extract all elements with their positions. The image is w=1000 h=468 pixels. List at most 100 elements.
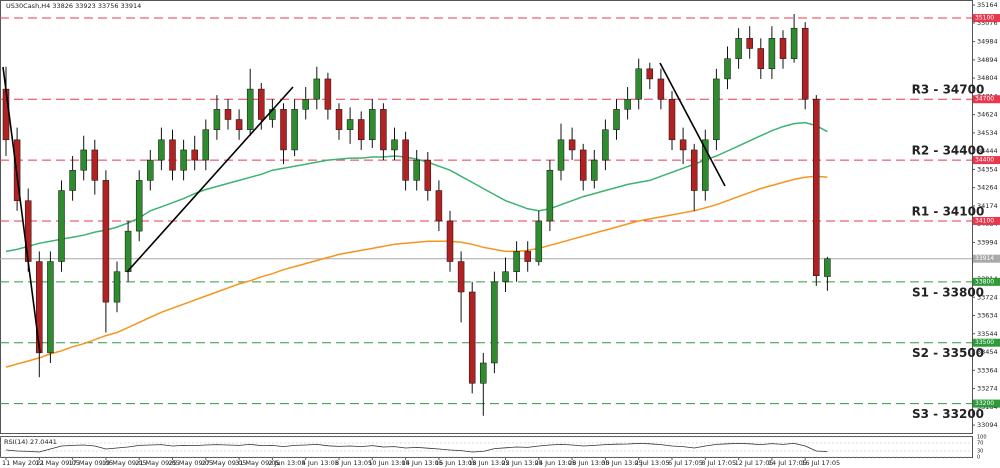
candle-body (80, 149, 87, 171)
x-tick-label: 6 Jul 17:05 (668, 459, 703, 467)
level-label: S1 - 33800 (912, 285, 984, 299)
candle-body (746, 38, 753, 49)
x-tick-label: 31 May 09:05 (235, 459, 280, 467)
candle-body (757, 48, 765, 70)
candle-body (258, 88, 265, 120)
candle-body (668, 98, 676, 141)
x-tick-label: 17 May 09:05 (69, 459, 114, 467)
candle-body (346, 119, 354, 130)
candle-body (635, 68, 642, 100)
candle-body (724, 58, 731, 80)
candle-body (424, 159, 432, 191)
price-box (973, 399, 1000, 408)
price-box-label: 33800 (975, 278, 994, 285)
candle-body (147, 159, 154, 181)
candle-body (579, 149, 587, 181)
candle-body (535, 220, 543, 262)
y-tick-label: 34894 (977, 56, 998, 64)
candle-body (135, 180, 143, 232)
y-tick-label: 33094 (977, 421, 998, 429)
trend-line (2, 66, 41, 354)
x-tick-label: 30 Jun 13:05 (601, 459, 642, 467)
level-label: R2 - 34400 (912, 144, 985, 158)
candle-body (91, 149, 99, 181)
candle-body (801, 27, 809, 100)
price-box-label: 33914 (975, 255, 994, 262)
y-tick-label: 33454 (977, 348, 998, 356)
candle-body (102, 180, 110, 303)
candle-body (790, 27, 798, 59)
x-tick-label: 18 Jun 13:05 (468, 459, 509, 467)
candle-body (313, 78, 321, 100)
rsi-line (5, 442, 828, 453)
candle-body (624, 98, 631, 110)
candle-body (435, 190, 443, 222)
x-tick-label: 24 Jun 13:05 (535, 459, 576, 467)
moving-average (5, 175, 828, 368)
level-label: R1 - 34100 (912, 204, 985, 218)
y-tick-label: 34174 (977, 202, 998, 210)
price-box-label: 34400 (975, 157, 994, 164)
x-tick-label: 28 Jun 13:05 (568, 459, 609, 467)
candle-body (2, 88, 10, 141)
x-tick-label: 22 Jun 13:05 (502, 459, 543, 467)
y-tick-label: 35076 (977, 19, 998, 27)
y-tick-label: 34984 (977, 38, 998, 46)
y-tick-label: 34804 (977, 74, 998, 82)
candle-body (202, 129, 210, 161)
x-tick-label: 19 May 09:05 (102, 459, 147, 467)
candle-body (690, 149, 698, 191)
candle-body (246, 88, 254, 130)
level-label: S2 - 33500 (912, 346, 984, 360)
candle-body (779, 38, 787, 59)
y-tick-label: 33274 (977, 385, 998, 393)
candle-body (557, 139, 565, 171)
level-label: S3 - 33200 (912, 407, 984, 421)
candle-body (302, 98, 309, 110)
trend-line (659, 62, 726, 187)
candle-body (657, 78, 665, 100)
price-box (973, 338, 1000, 347)
candle-body (36, 261, 43, 354)
candle-body (324, 78, 332, 110)
x-tick-label: 12 Jul 17:05 (735, 459, 774, 467)
candle-body (824, 258, 831, 277)
candle-body (224, 109, 232, 120)
candle-body (591, 159, 598, 181)
candle-body (380, 109, 387, 151)
candle-body (524, 251, 531, 262)
x-tick-label: 11 May 2021 (2, 459, 44, 467)
candle-body (47, 261, 54, 354)
candle-body (813, 98, 820, 276)
x-tick-label: 21 May 09:05 (135, 459, 180, 467)
indicator-label: RSI(14) 27.0441 (4, 438, 57, 446)
price-box (973, 14, 1000, 23)
y-tick-label: 34264 (977, 184, 998, 192)
candle-body (369, 109, 376, 141)
candle-body (613, 109, 620, 130)
candle-body (335, 109, 343, 130)
candle-body (679, 139, 687, 151)
candle-body (713, 78, 720, 141)
price-box-label: 34100 (975, 217, 994, 224)
x-tick-label: 2 Jun 13:05 (268, 459, 305, 467)
candle-body (357, 119, 365, 141)
candle-body (402, 139, 409, 181)
rsi-panel (0, 436, 973, 458)
price-box (973, 156, 1000, 165)
candle-body (158, 139, 165, 161)
candle-body (124, 230, 132, 272)
y-tick-label: 33724 (977, 293, 998, 301)
candle-body (768, 38, 776, 70)
candle-body (702, 139, 709, 191)
candle-body (413, 159, 420, 181)
candle-body (468, 291, 476, 384)
candle-body (646, 68, 654, 80)
candle-body (180, 149, 187, 171)
level-label: R3 - 34700 (912, 83, 985, 97)
price-box-label: 33200 (975, 400, 994, 407)
y-tick-label: 34354 (977, 165, 998, 173)
candle-body (546, 169, 554, 222)
candle-body (191, 149, 198, 161)
candle-body (235, 119, 243, 130)
